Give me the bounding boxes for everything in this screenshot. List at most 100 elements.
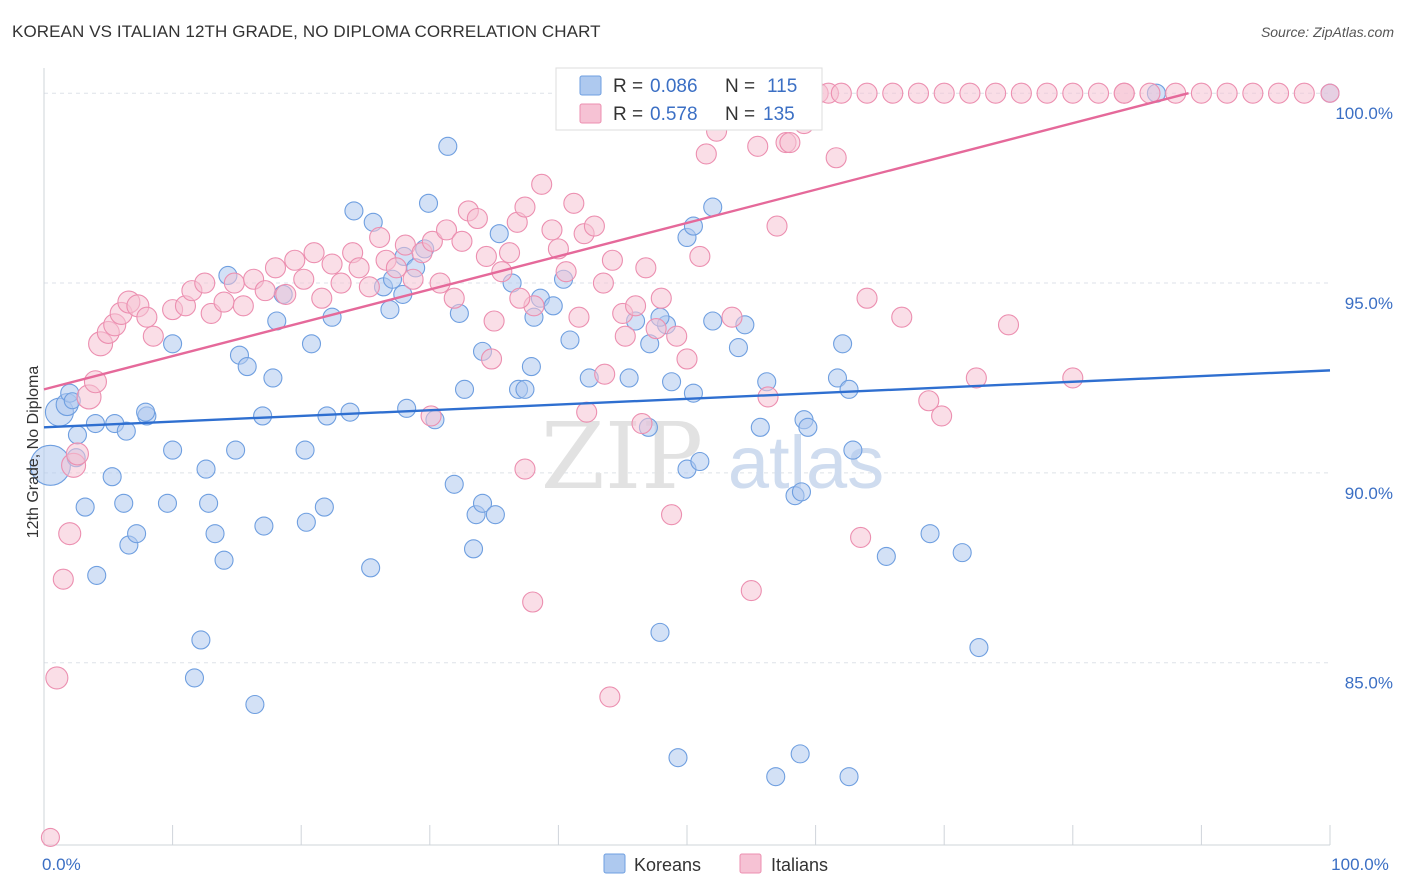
data-point-koreans — [485, 505, 505, 525]
data-point-italians — [594, 363, 616, 385]
data-point-koreans — [85, 413, 105, 434]
data-point-italians — [985, 82, 1007, 104]
data-point-koreans — [254, 516, 274, 536]
data-point-koreans — [454, 379, 475, 399]
legend-r-value-koreans: 0.086 — [650, 76, 698, 97]
data-point-italians — [232, 295, 254, 317]
data-point-italians — [435, 219, 458, 241]
data-point-italians — [136, 306, 158, 328]
data-point-italians — [40, 827, 60, 847]
data-point-koreans — [296, 512, 316, 532]
x-tick-label: 0.0% — [42, 855, 81, 874]
data-point-italians — [522, 591, 544, 613]
data-point-italians — [661, 504, 683, 526]
data-point-koreans — [444, 474, 464, 494]
data-point-italians — [933, 82, 955, 104]
source-label: Source: ZipAtlas.com — [1260, 24, 1394, 40]
trend-line-italians — [43, 92, 1189, 391]
series-legend: Koreans Italians — [603, 853, 828, 875]
data-point-italians — [563, 192, 585, 214]
data-point-koreans — [199, 493, 219, 513]
data-point-koreans — [184, 668, 205, 688]
data-point-italians — [614, 325, 636, 347]
data-point-koreans — [214, 550, 234, 570]
tick-labels: 85.0% 90.0% 95.0% 100.0% 0.0% 100.0% — [42, 104, 1393, 874]
data-point-italians — [1113, 82, 1135, 104]
data-point-italians — [1216, 82, 1238, 104]
x-tick-label: 100.0% — [1331, 855, 1389, 874]
data-point-italians — [1190, 82, 1212, 104]
data-point-italians — [666, 325, 688, 347]
data-point-koreans — [619, 368, 639, 388]
data-point-koreans — [472, 493, 493, 513]
data-point-koreans — [263, 368, 283, 388]
data-point-italians — [52, 568, 74, 590]
data-point-koreans — [163, 334, 183, 354]
data-point-koreans — [839, 379, 859, 399]
stats-legend: R = 0.086 N = 115 R = 0.578 N = 135 — [555, 67, 823, 131]
data-point-italians — [475, 245, 497, 268]
data-point-koreans — [226, 440, 246, 460]
legend-n-value-koreans: 115 — [767, 76, 797, 97]
data-point-koreans — [418, 193, 439, 213]
data-point-italians — [483, 310, 505, 332]
trend-line-koreans — [43, 369, 1331, 429]
data-point-koreans — [116, 421, 136, 441]
data-point-koreans — [314, 497, 334, 517]
data-point-koreans — [920, 524, 940, 544]
data-point-italians — [541, 219, 563, 241]
data-point-koreans — [843, 440, 863, 460]
data-point-italians — [1293, 82, 1315, 104]
data-point-italians — [779, 131, 801, 154]
data-point-koreans — [839, 767, 859, 787]
data-point-koreans — [361, 558, 381, 578]
data-point-italians — [142, 325, 164, 347]
data-point-italians — [303, 242, 325, 264]
data-point-italians — [721, 306, 743, 328]
data-point-italians — [385, 257, 407, 279]
legend-r-label-koreans: R = — [613, 76, 643, 97]
data-point-italians — [907, 82, 930, 104]
data-point-italians — [1036, 82, 1058, 104]
legend-bottom-label-italians: Italians — [771, 855, 828, 875]
legend-swatch-koreans — [579, 75, 602, 96]
data-point-koreans — [668, 748, 688, 768]
data-point-koreans — [703, 311, 723, 331]
data-point-italians — [555, 261, 577, 283]
data-point-italians — [531, 173, 553, 195]
data-point-italians — [891, 306, 913, 328]
data-point-italians — [1242, 82, 1264, 104]
data-point-italians — [321, 253, 343, 275]
data-point-italians — [625, 295, 647, 317]
data-point-koreans — [798, 417, 818, 437]
data-point-italians — [766, 215, 788, 237]
data-point-koreans — [245, 694, 265, 715]
data-point-italians — [592, 272, 614, 294]
data-point-koreans — [952, 543, 972, 563]
data-point-italians — [509, 287, 531, 309]
data-point-italians — [830, 82, 852, 104]
data-point-koreans — [114, 493, 134, 513]
data-point-italians — [645, 318, 667, 340]
data-point-italians — [264, 257, 287, 279]
data-point-koreans — [560, 330, 580, 350]
data-point-italians — [599, 686, 621, 708]
data-point-koreans — [790, 744, 810, 764]
data-point-italians — [466, 207, 488, 230]
data-point-koreans — [463, 539, 484, 559]
legend-r-label-italians: R = — [613, 104, 643, 125]
data-point-koreans — [827, 368, 848, 388]
data-point-italians — [369, 226, 391, 249]
data-point-italians — [443, 287, 465, 309]
y-tick-label: 95.0% — [1345, 294, 1393, 313]
data-point-italians — [284, 249, 306, 271]
data-point-koreans — [515, 379, 535, 399]
data-point-italians — [959, 82, 981, 104]
data-point-koreans — [127, 524, 147, 544]
data-point-koreans — [380, 300, 400, 320]
data-point-koreans — [650, 622, 670, 642]
data-point-italians — [1062, 82, 1084, 104]
data-point-italians — [1165, 82, 1187, 104]
data-point-italians — [65, 442, 89, 466]
legend-bottom-swatch-italians — [739, 853, 762, 874]
